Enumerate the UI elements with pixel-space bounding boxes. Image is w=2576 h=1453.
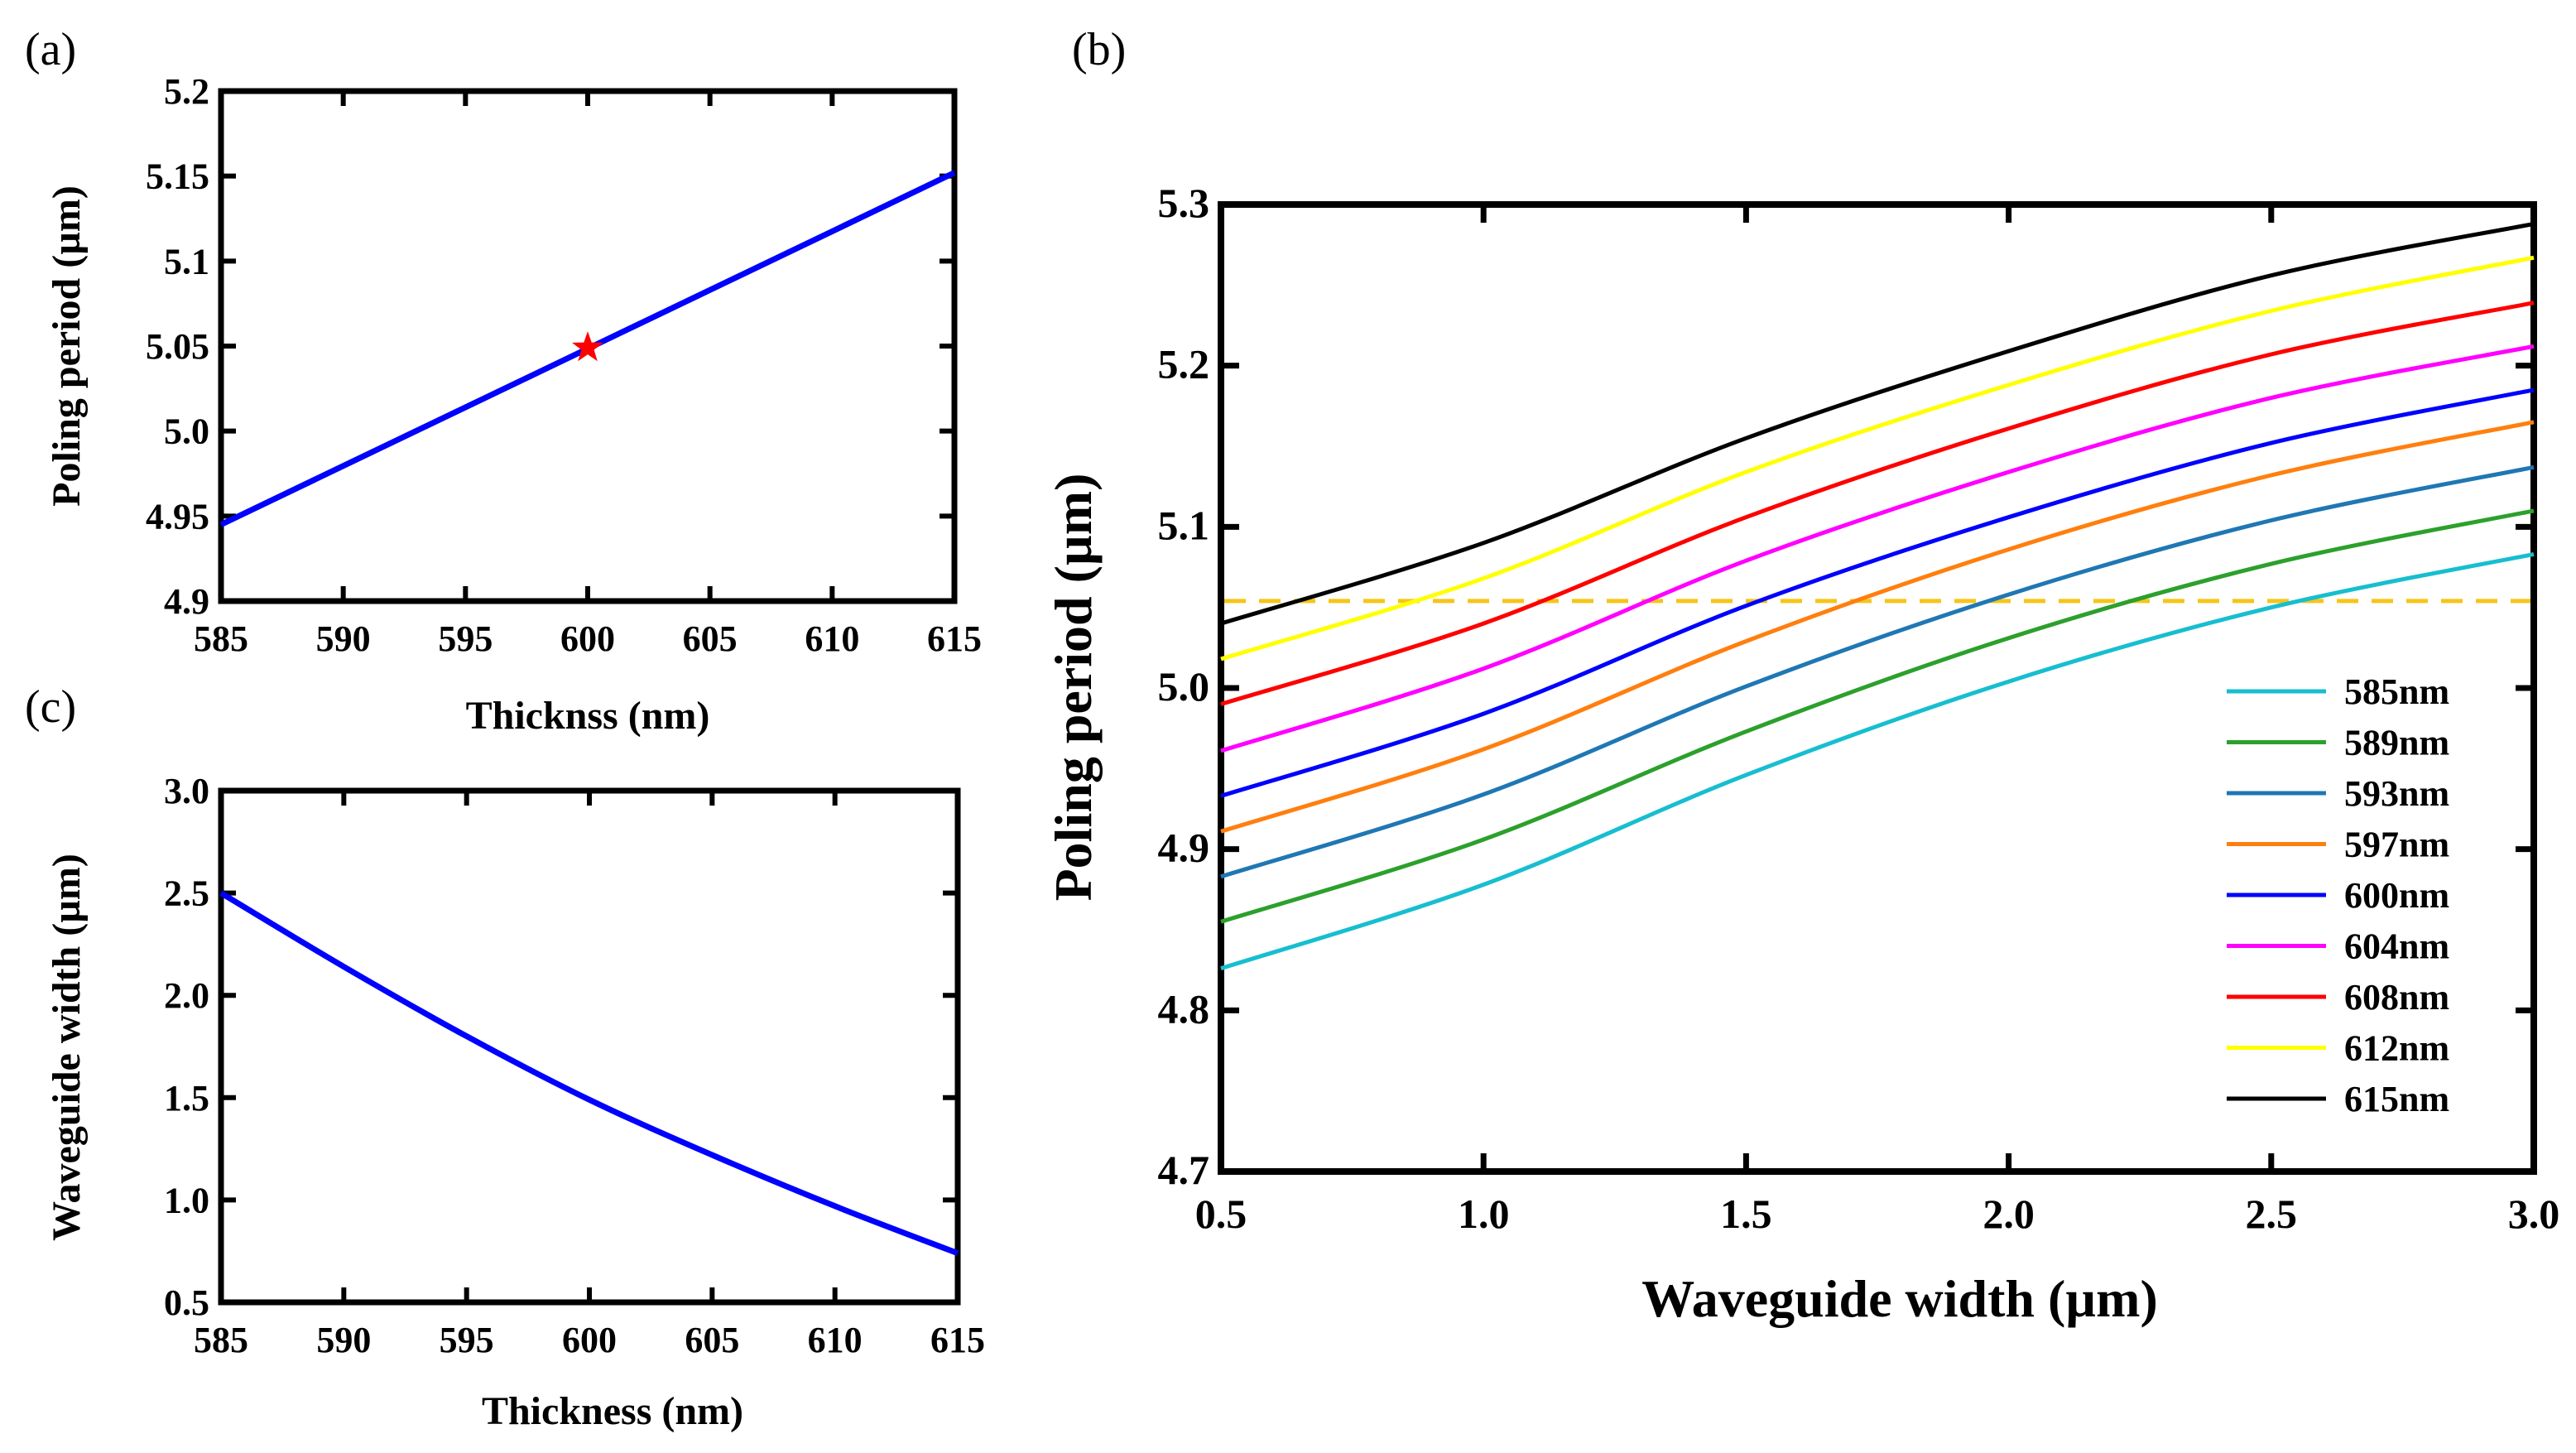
panel-b-series-line-589nm bbox=[1220, 508, 2535, 924]
panel-a-plot-area bbox=[219, 170, 956, 527]
panel-b-y-tick-label: 5.2 bbox=[1158, 341, 1210, 387]
panel-c-x-tick-label: 600 bbox=[562, 1320, 617, 1360]
panel-b-legend-label: 589nm bbox=[2344, 723, 2449, 763]
panel-a-x-tick-label: 590 bbox=[316, 618, 371, 659]
panel-c-y-tick-label: 1.5 bbox=[164, 1078, 209, 1119]
panel-b-plot-area bbox=[1220, 221, 2535, 971]
panel-b-series-line-600nm bbox=[1220, 387, 2535, 798]
panel-a-star-marker bbox=[572, 331, 603, 362]
panel-b-x-tick-label: 2.5 bbox=[2246, 1191, 2298, 1237]
panel-a-y-axis-title: Poling period (µm) bbox=[45, 185, 89, 507]
panel-b-y-tick-label: 4.9 bbox=[1158, 825, 1210, 871]
panel-b-series-line-604nm bbox=[1220, 344, 2535, 753]
panel-c-plot-area bbox=[219, 890, 959, 1256]
panel-a-label: (a) bbox=[25, 24, 76, 75]
panel-c-x-ticks: 585 590 595 600 605 610 615 bbox=[194, 791, 985, 1360]
panel-c-y-tick-label: 0.5 bbox=[164, 1282, 209, 1323]
panel-c-y-tick-label: 1.0 bbox=[164, 1180, 209, 1220]
panel-b-x-tick-label: 1.5 bbox=[1720, 1191, 1772, 1237]
panel-c-plot-frame bbox=[218, 787, 961, 1306]
panel-b-series-line-612nm bbox=[1220, 255, 2535, 662]
panel-b-y-tick-label: 5.0 bbox=[1158, 663, 1210, 710]
panel-c-y-axis-title: Waveguide width (µm) bbox=[45, 854, 89, 1241]
panel-b-y-ticks: 4.7 4.8 4.9 5.0 5.1 5.2 5.3 bbox=[1158, 180, 2534, 1193]
panel-a-y-tick-label: 5.05 bbox=[146, 326, 209, 367]
panel-c-y-tick-label: 2.0 bbox=[164, 975, 209, 1016]
panel-a-x-axis-title: Thicknss (nm) bbox=[466, 694, 710, 738]
panel-b-x-tick-label: 3.0 bbox=[2508, 1191, 2560, 1237]
panel-c-label: (c) bbox=[25, 681, 76, 733]
panel-c-series-line bbox=[219, 890, 959, 1256]
panel-c-x-tick-label: 590 bbox=[316, 1320, 371, 1360]
panel-c-y-tick-label: 2.5 bbox=[164, 873, 209, 914]
panel-a-x-tick-label: 600 bbox=[560, 618, 615, 659]
panel-b-label: (b) bbox=[1072, 24, 1126, 75]
panel-a: (a) 585 590 595 600 605 610 615 4.9 4.95 5.0 5.05… bbox=[25, 24, 982, 738]
panel-c-x-tick-label: 610 bbox=[808, 1320, 863, 1360]
panel-b-legend: 585nm 589nm 593nm 597nm 600nm 604nm 608nm 612nm… bbox=[2227, 671, 2449, 1119]
panel-a-y-tick-label: 5.2 bbox=[164, 71, 209, 112]
panel-b-y-axis-title: Poling period (µm) bbox=[1044, 474, 1103, 902]
panel-a-x-tick-label: 595 bbox=[438, 618, 493, 659]
panel-c-x-tick-label: 595 bbox=[440, 1320, 494, 1360]
panel-a-y-tick-label: 5.1 bbox=[164, 241, 209, 281]
panel-a-x-tick-label: 610 bbox=[805, 618, 859, 659]
panel-c: (c) 585 590 595 600 605 610 615 0.5 1.0 1.5 2.0 2.… bbox=[25, 681, 985, 1433]
panel-a-x-ticks: 585 590 595 600 605 610 615 bbox=[194, 91, 982, 659]
panel-b-legend-label: 593nm bbox=[2344, 773, 2449, 814]
panel-c-x-tick-label: 605 bbox=[685, 1320, 739, 1360]
panel-a-x-tick-label: 615 bbox=[927, 618, 982, 659]
panel-c-x-tick-label: 615 bbox=[930, 1320, 985, 1360]
panel-c-x-axis-title: Thickness (nm) bbox=[482, 1389, 743, 1433]
panel-b-x-ticks: 0.5 1.0 1.5 2.0 2.5 3.0 bbox=[1195, 204, 2560, 1237]
panel-a-y-ticks: 4.9 4.95 5.0 5.05 5.1 5.15 5.2 bbox=[146, 71, 954, 622]
panel-b-series-line-608nm bbox=[1220, 301, 2535, 706]
panel-b-plot-frame bbox=[1218, 201, 2537, 1175]
panel-b-series-line-615nm bbox=[1220, 221, 2535, 626]
panel-c-y-ticks: 0.5 1.0 1.5 2.0 2.5 3.0 bbox=[164, 771, 958, 1323]
panel-b-legend-label: 585nm bbox=[2344, 671, 2449, 712]
panel-b-y-tick-label: 5.3 bbox=[1158, 180, 1210, 226]
panel-b-legend-label: 608nm bbox=[2344, 977, 2449, 1018]
panel-b-series-line-585nm bbox=[1220, 551, 2535, 971]
panel-a-x-tick-label: 585 bbox=[194, 618, 248, 659]
panel-c-x-tick-label: 585 bbox=[194, 1320, 248, 1360]
panel-a-y-tick-label: 4.95 bbox=[146, 496, 209, 536]
panel-b-legend-label: 615nm bbox=[2344, 1079, 2449, 1119]
panel-c-y-tick-label: 3.0 bbox=[164, 771, 209, 811]
panel-b: (b) 0.5 1.0 1.5 2.0 2.5 3.0 4.7 4.8 4.9 5.0 5.1 5.… bbox=[1044, 24, 2559, 1328]
panel-b-y-tick-label: 4.8 bbox=[1158, 985, 1210, 1032]
panel-b-x-tick-label: 1.0 bbox=[1458, 1191, 1510, 1237]
panel-a-y-tick-label: 5.0 bbox=[164, 411, 209, 452]
panel-b-legend-label: 612nm bbox=[2344, 1028, 2449, 1069]
panel-a-x-tick-label: 605 bbox=[683, 618, 738, 659]
panel-a-y-tick-label: 5.15 bbox=[146, 156, 209, 197]
panel-b-x-axis-title: Waveguide width (µm) bbox=[1641, 1269, 2158, 1328]
panel-b-series-line-597nm bbox=[1220, 420, 2535, 834]
panel-b-legend-label: 600nm bbox=[2344, 875, 2449, 916]
panel-b-series-line-593nm bbox=[1220, 464, 2535, 879]
panel-b-legend-label: 604nm bbox=[2344, 926, 2449, 967]
panel-b-x-tick-label: 2.0 bbox=[1982, 1191, 2035, 1237]
panel-b-x-tick-label: 0.5 bbox=[1195, 1191, 1247, 1237]
panel-b-legend-label: 597nm bbox=[2344, 825, 2449, 865]
panel-b-y-tick-label: 5.1 bbox=[1158, 502, 1210, 548]
panel-a-y-tick-label: 4.9 bbox=[164, 581, 209, 622]
panel-b-y-tick-label: 4.7 bbox=[1158, 1147, 1210, 1193]
